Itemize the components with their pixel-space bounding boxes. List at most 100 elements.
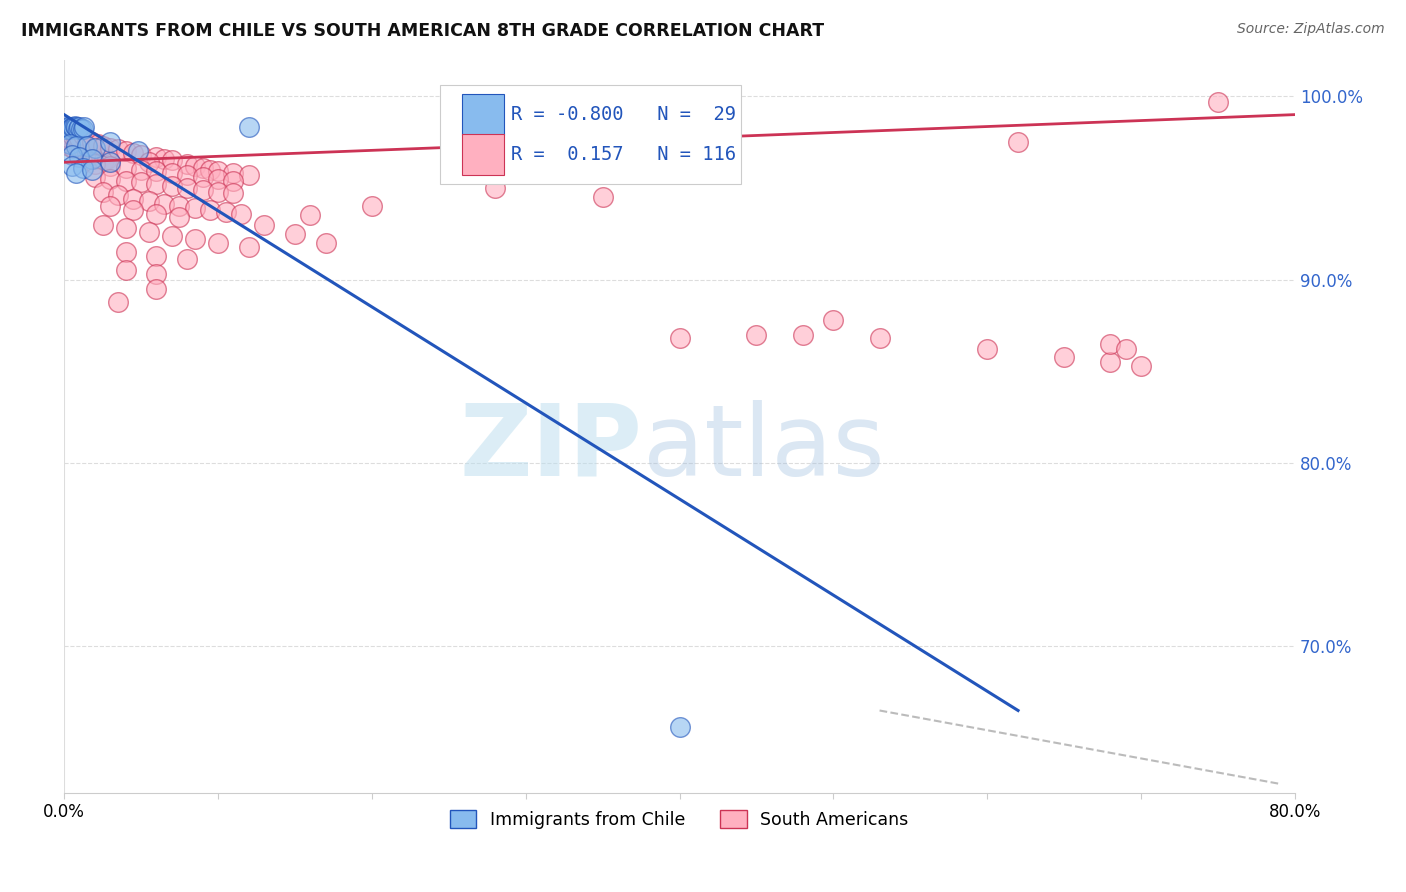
Point — [72, 128, 94, 142]
Point — [107, 188, 129, 202]
Point — [214, 204, 236, 219]
Point — [138, 194, 160, 208]
Point — [65, 166, 87, 180]
Point — [73, 145, 96, 159]
Point — [114, 263, 136, 277]
Point — [207, 171, 229, 186]
Point — [160, 153, 183, 168]
Point — [62, 140, 84, 154]
Point — [238, 239, 260, 253]
Point — [160, 166, 183, 180]
Text: atlas: atlas — [643, 400, 884, 497]
Text: ZIP: ZIP — [460, 400, 643, 497]
Point — [823, 313, 845, 327]
Point — [360, 199, 382, 213]
Point — [184, 159, 207, 173]
Point — [93, 153, 115, 168]
Point — [1099, 336, 1122, 351]
Point — [169, 199, 191, 213]
Point — [98, 199, 121, 213]
FancyBboxPatch shape — [461, 94, 503, 136]
Point — [77, 145, 100, 159]
Legend: Immigrants from Chile, South Americans: Immigrants from Chile, South Americans — [443, 803, 915, 836]
Point — [229, 206, 252, 220]
Point — [69, 140, 91, 154]
Point — [869, 331, 891, 345]
Point — [56, 131, 79, 145]
Point — [63, 135, 86, 149]
Point — [284, 227, 307, 241]
Point — [72, 122, 94, 136]
Text: R = -0.800   N =  29: R = -0.800 N = 29 — [510, 105, 735, 124]
Point — [69, 150, 91, 164]
Point — [200, 202, 222, 217]
Point — [1115, 343, 1137, 357]
Point — [222, 173, 245, 187]
Point — [1007, 135, 1029, 149]
Point — [253, 218, 276, 232]
Point — [238, 168, 260, 182]
Point — [83, 148, 105, 162]
Point — [72, 140, 94, 154]
Point — [80, 152, 103, 166]
Point — [63, 119, 86, 133]
Point — [70, 143, 93, 157]
Point — [55, 122, 77, 136]
FancyBboxPatch shape — [461, 135, 503, 176]
Point — [58, 138, 80, 153]
Point — [191, 161, 214, 175]
Point — [60, 136, 83, 151]
Point — [138, 225, 160, 239]
Point — [59, 136, 82, 151]
Point — [69, 131, 91, 145]
Point — [60, 159, 83, 173]
Point — [70, 122, 93, 136]
Point — [60, 128, 83, 142]
Point — [59, 133, 82, 147]
Point — [91, 185, 114, 199]
Point — [222, 166, 245, 180]
Point — [98, 155, 121, 169]
Point — [127, 145, 149, 159]
Point — [90, 150, 112, 164]
Point — [145, 206, 167, 220]
Point — [75, 143, 97, 157]
Point — [207, 164, 229, 178]
Point — [96, 152, 118, 166]
Point — [65, 138, 87, 153]
Point — [1130, 359, 1153, 373]
Point — [76, 133, 98, 147]
Point — [66, 136, 89, 151]
Point — [80, 146, 103, 161]
Point — [79, 148, 101, 162]
Point — [315, 235, 337, 250]
Point — [145, 249, 167, 263]
Point — [83, 140, 105, 154]
Text: IMMIGRANTS FROM CHILE VS SOUTH AMERICAN 8TH GRADE CORRELATION CHART: IMMIGRANTS FROM CHILE VS SOUTH AMERICAN … — [21, 22, 824, 40]
Point — [73, 120, 96, 135]
Point — [82, 150, 104, 164]
Point — [176, 252, 198, 267]
Point — [745, 327, 768, 342]
Point — [65, 120, 87, 135]
Point — [55, 135, 77, 149]
Point — [668, 720, 690, 734]
Point — [122, 146, 145, 161]
Point — [65, 129, 87, 144]
Point — [59, 122, 82, 136]
Point — [60, 148, 83, 162]
Point — [176, 157, 198, 171]
Point — [56, 129, 79, 144]
Point — [98, 159, 121, 173]
Point — [98, 155, 121, 169]
Point — [56, 120, 79, 135]
Point — [592, 190, 614, 204]
Point — [207, 235, 229, 250]
Point — [184, 232, 207, 246]
Point — [515, 162, 537, 177]
Point — [80, 135, 103, 149]
Point — [129, 162, 152, 177]
Point — [129, 148, 152, 162]
Point — [72, 161, 94, 175]
Point — [87, 152, 110, 166]
